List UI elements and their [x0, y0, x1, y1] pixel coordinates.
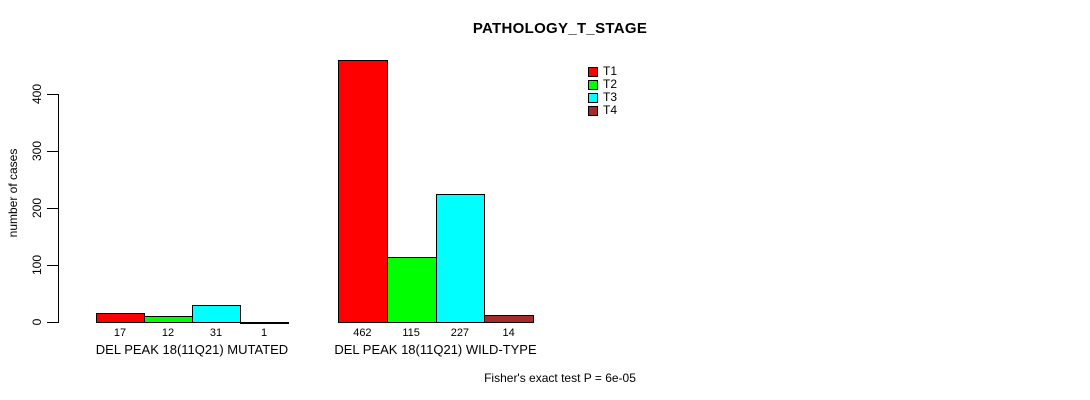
legend-item: T4	[588, 104, 617, 117]
y-tick-label: 100	[30, 254, 44, 276]
legend-item: T3	[588, 91, 617, 104]
y-tick-label: 300	[30, 140, 44, 162]
y-axis-label: number of cases	[6, 148, 20, 238]
category-label: DEL PEAK 18(11Q21) MUTATED	[95, 342, 289, 357]
y-tick	[47, 208, 58, 209]
y-tick	[47, 94, 58, 95]
legend-label: T2	[603, 77, 618, 91]
bar-value-label: 14	[502, 327, 515, 339]
bar-value-label: 12	[161, 327, 175, 339]
bar	[240, 322, 289, 324]
legend-swatch	[588, 79, 598, 90]
bar-value-label: 115	[402, 327, 420, 339]
legend-swatch	[588, 66, 598, 77]
bar-value-label: 227	[450, 327, 470, 339]
bar	[96, 313, 145, 323]
legend-item: T1	[588, 65, 617, 78]
y-tick-label: 200	[30, 197, 44, 219]
bar-value-label: 17	[113, 327, 127, 339]
bar-value-label: 462	[353, 327, 372, 339]
bar-value-label: 31	[209, 327, 223, 339]
y-tick	[47, 151, 58, 152]
bar	[338, 60, 388, 323]
legend-label: T1	[603, 64, 618, 78]
bar	[435, 194, 486, 323]
legend: T1 T2 T3 T4	[588, 65, 617, 117]
chart-title: PATHOLOGY_T_STAGE	[472, 20, 648, 37]
legend-item: T2	[588, 78, 617, 91]
legend-swatch	[588, 105, 598, 116]
y-axis-line	[58, 94, 59, 323]
bar	[192, 305, 241, 323]
bar-value-label: 1	[260, 327, 268, 339]
category-label: DEL PEAK 18(11Q21) WILD-TYPE	[334, 342, 537, 357]
bar	[144, 316, 193, 323]
y-tick-label: 0	[30, 318, 44, 326]
stats-annotation: Fisher's exact test P = 6e-05	[484, 371, 636, 385]
bar	[386, 257, 437, 323]
bar	[484, 315, 534, 323]
legend-label: T3	[603, 90, 618, 104]
y-tick-label: 400	[30, 83, 44, 105]
legend-label: T4	[603, 103, 618, 117]
legend-swatch	[588, 92, 598, 103]
y-tick	[47, 265, 58, 266]
y-tick	[47, 322, 58, 323]
